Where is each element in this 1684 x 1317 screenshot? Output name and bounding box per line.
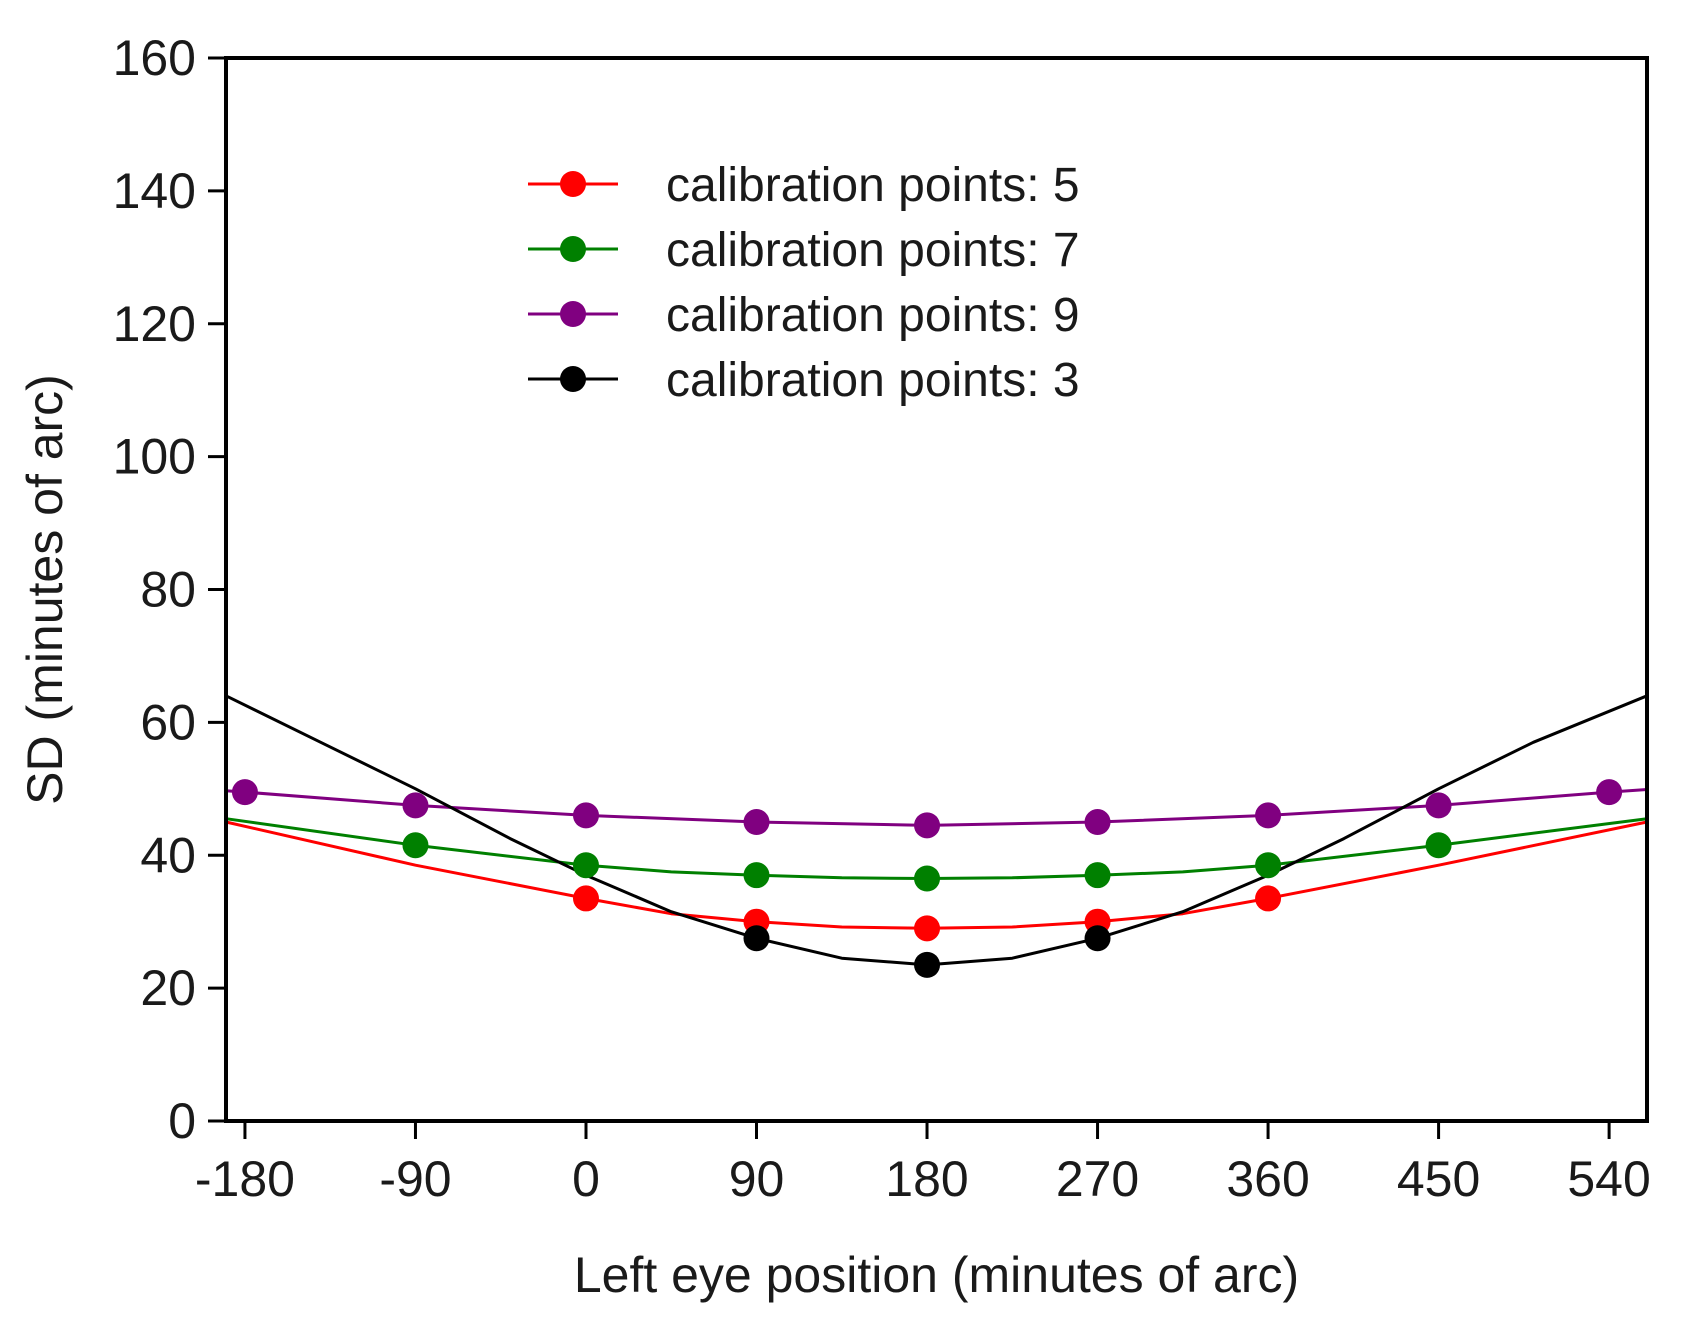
legend: calibration points: 5 calibration points:…: [528, 159, 1080, 407]
series-3-point: [231, 779, 258, 806]
legend-label-2: calibration points: 7: [666, 224, 1080, 277]
legend-marker-2: [560, 236, 586, 262]
y-tick-label: 60: [140, 694, 196, 750]
x-tick-label: 270: [1056, 1151, 1139, 1207]
x-tick-label: -180: [195, 1151, 295, 1207]
x-tick-label: 360: [1226, 1151, 1309, 1207]
legend-marker-1: [560, 171, 586, 197]
series-1-point: [1255, 885, 1282, 912]
plot-markers: [231, 779, 1623, 978]
x-axis-title: Left eye position (minutes of arc): [574, 1247, 1299, 1303]
y-tick-label: 20: [140, 960, 196, 1016]
x-tick-label: -90: [379, 1151, 451, 1207]
series-2-point: [572, 852, 599, 879]
series-3-point: [1596, 779, 1623, 806]
x-tick-label: 450: [1397, 1151, 1480, 1207]
x-tick-label: 540: [1567, 1151, 1650, 1207]
series-2-point: [1255, 852, 1282, 879]
legend-marker-3: [560, 301, 586, 327]
series-2-point: [914, 865, 941, 892]
series-3-point: [914, 812, 941, 839]
y-tick-label: 140: [113, 163, 196, 219]
x-tick-label: 180: [885, 1151, 968, 1207]
series-3-point: [1084, 809, 1111, 836]
y-tick-label: 40: [140, 827, 196, 883]
x-axis: -180 -90 0 90 180 270 360 450 540: [195, 1121, 1651, 1207]
y-tick-label: 80: [140, 562, 196, 618]
series-3-point: [572, 802, 599, 829]
y-tick-label: 160: [113, 30, 196, 86]
series-4-point: [914, 951, 941, 978]
series-4-point: [1084, 925, 1111, 952]
y-tick-label: 0: [168, 1093, 196, 1149]
series-2-point: [1425, 832, 1452, 859]
y-tick-label: 100: [113, 429, 196, 485]
y-axis-title: SD (minutes of arc): [17, 374, 73, 805]
legend-label-1: calibration points: 5: [666, 159, 1080, 212]
series-2-point: [1084, 862, 1111, 889]
legend-marker-4: [560, 366, 586, 392]
series-3-point: [1425, 792, 1452, 819]
x-tick-label: 90: [729, 1151, 785, 1207]
series-3-point: [402, 792, 429, 819]
y-axis: 0 20 40 60 80 100 120 140 160: [113, 30, 226, 1149]
legend-label-3: calibration points: 9: [666, 289, 1080, 342]
series-2-point: [743, 862, 770, 889]
series-1-point: [572, 885, 599, 912]
series-1-point: [914, 915, 941, 942]
series-3-point: [743, 809, 770, 836]
legend-label-4: calibration points: 3: [666, 354, 1080, 407]
series-2-point: [402, 832, 429, 859]
series-3-point: [1255, 802, 1282, 829]
y-tick-label: 120: [113, 296, 196, 352]
x-tick-label: 0: [572, 1151, 600, 1207]
series-4-point: [743, 925, 770, 952]
